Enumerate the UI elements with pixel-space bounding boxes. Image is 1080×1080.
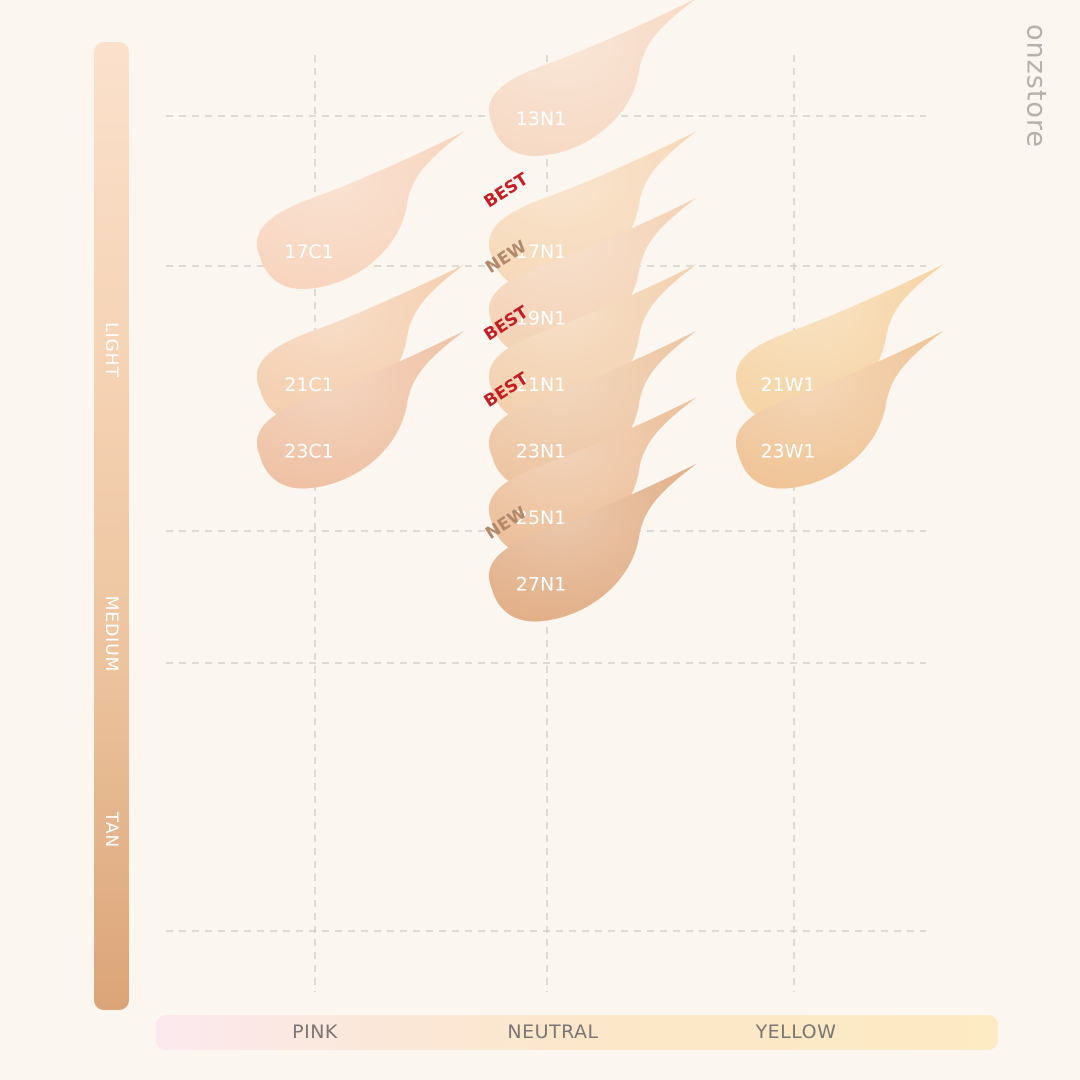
swatch-highlight (488, 264, 697, 423)
undertone-label-neutral: NEUTRAL (507, 1021, 599, 1043)
swatch-highlight (488, 330, 697, 489)
shade-label: 17C1 (284, 241, 334, 263)
swatch-highlight (488, 463, 697, 622)
best-badge: BEST (481, 169, 533, 212)
shade-label: 27N1 (516, 574, 566, 596)
shade-swatch-21c1: 21C1 (256, 264, 465, 423)
shade-label: 23W1 (760, 441, 815, 463)
shade-swatch-23w1: 23W1 (735, 330, 944, 489)
shade-swatch-17c1: 17C1 (256, 131, 465, 290)
swatch-highlight (488, 397, 697, 556)
shade-label: 13N1 (516, 108, 566, 130)
shade-label: 21N1 (516, 374, 566, 396)
swatch-highlight (488, 197, 697, 356)
shade-swatch-21w1: 21W1 (735, 264, 944, 423)
shade-label: 25N1 (516, 507, 566, 529)
undertone-scale-bar (156, 1015, 998, 1050)
shade-swatch-25n1: 25N1 (488, 397, 697, 556)
shade-label: 21C1 (284, 374, 334, 396)
depth-scale-bar (94, 42, 129, 1010)
swatch-highlight (256, 131, 465, 290)
undertone-label-yellow: YELLOW (755, 1021, 837, 1043)
shade-label: 23C1 (284, 441, 334, 463)
shade-label: 23N1 (516, 441, 566, 463)
shade-label: 19N1 (516, 308, 566, 330)
shade-swatch-23c1: 23C1 (256, 330, 465, 489)
swatch-highlight (735, 330, 944, 489)
swatch-highlight (488, 131, 697, 290)
shade-swatch-13n1: 13N1 (488, 0, 695, 157)
swatch-highlight (256, 330, 465, 489)
swatch-highlight (488, 0, 695, 157)
shade-label: 21W1 (760, 374, 815, 396)
shade-label: 17N1 (516, 241, 566, 263)
swatch-highlight (735, 264, 944, 423)
swatch-highlight (256, 264, 465, 423)
undertone-label-pink: PINK (292, 1021, 338, 1043)
